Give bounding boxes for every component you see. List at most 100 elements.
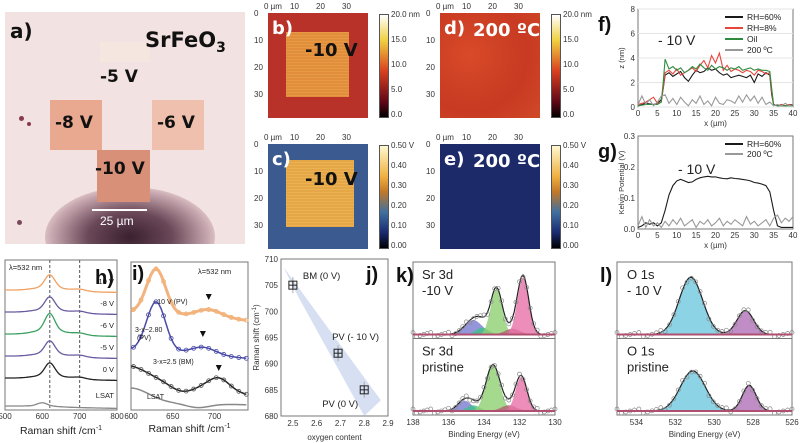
xps-data-point [675, 387, 681, 393]
x-axis-label: x (µm) [704, 119, 727, 128]
data-point [146, 278, 151, 283]
colorbar-tick-label: 0.0 [563, 110, 575, 119]
panel-b-topography-map [268, 13, 368, 118]
data-point [198, 307, 204, 313]
colorbar-tick-label: 5.0 [563, 85, 575, 94]
xps-data-point [510, 315, 515, 321]
xps-data-point [689, 275, 694, 281]
colorbar-tick-label: 0.20 [563, 201, 579, 210]
series-line-Oil [637, 58, 793, 107]
data-point [131, 344, 136, 350]
x-tick-label: 2.5 [287, 419, 299, 428]
label-minus8v: -8 V [55, 113, 93, 133]
series-label: LSAT [147, 394, 165, 401]
x-tick-label: 138 [406, 418, 420, 427]
x-tick-label: 2.9 [382, 419, 394, 428]
colorbar-tick-label: 0.30 [391, 181, 407, 190]
xps-data-point [697, 289, 703, 294]
series-label: -5 V [100, 343, 114, 352]
x-tick-label: 5 [655, 231, 660, 240]
annotation: - 10 V [658, 32, 696, 48]
label-minus10v: -10 V [95, 159, 145, 179]
colorbar-tick-label: 15.0 [563, 35, 579, 44]
x-tick-label: 25 [730, 109, 739, 118]
xps-data-point [474, 398, 480, 404]
panel-c-label: c) [272, 149, 291, 170]
xps-data-point [680, 285, 685, 291]
xps-data-point [456, 400, 462, 406]
xps-data-point [750, 387, 755, 393]
y-tick-label: 6 [631, 30, 636, 39]
xps-data-point [741, 307, 747, 313]
y-tick-label: 710 [265, 255, 279, 264]
xps-data-point [702, 380, 707, 386]
xps-data-point [520, 274, 526, 280]
data-point [131, 307, 136, 312]
data-point [221, 377, 227, 383]
map-x-tick-label: 20 [316, 133, 325, 142]
xps-data-point [719, 329, 725, 334]
data-point [161, 279, 166, 284]
legend-label: RH=8% [747, 23, 777, 33]
data-point [191, 345, 197, 351]
scale-bar-label: 25 µm [100, 214, 134, 228]
subplot-label: pristine [422, 360, 464, 375]
data-point [206, 378, 212, 384]
colorbar-kelvin-c [379, 145, 389, 249]
xps-data-point [702, 301, 707, 306]
y-tick-label: 690 [265, 360, 279, 369]
xps-data-point [510, 392, 515, 398]
xps-data-point [456, 328, 462, 333]
subplot-label: - 10 V [627, 283, 662, 298]
colorbar-tick-label: 0.40 [563, 161, 579, 170]
series-line-LSAT [5, 402, 117, 410]
x-tick-label: 700 [208, 412, 222, 421]
data-point [236, 388, 242, 394]
map-y-tick-label: 10 [254, 36, 263, 45]
series-line--6 V [5, 312, 117, 338]
xps-component-purple [617, 385, 792, 411]
map-y-tick-label: 10 [254, 167, 263, 176]
y-tick-label: 685 [265, 386, 279, 395]
defect-dot [19, 116, 24, 121]
xps-data-point [684, 279, 690, 285]
data-point [206, 345, 212, 351]
series-line-LSAT [130, 387, 247, 409]
map-x-tick-label: 30 [342, 2, 351, 11]
legend-label: Oil [747, 34, 758, 44]
data-point [161, 313, 166, 319]
y-axis-label: Kelvin Potential (V) [617, 150, 626, 214]
map-y-tick-label: 0 [254, 140, 259, 149]
x-tick-label: 130 [548, 418, 562, 427]
xps-data-point [506, 397, 512, 403]
subplot-label: -10 V [422, 283, 453, 298]
x-axis-label: Binding Energy (eV) [448, 430, 520, 439]
data-point [198, 344, 204, 350]
x-tick-label: 15 [692, 109, 701, 118]
xps-data-point [463, 393, 469, 399]
subplot-label: O 1s [627, 267, 655, 282]
x-tick-label: 30 [750, 231, 759, 240]
chart-j: BM (0 V) PV (- 10 V) PV (0 V) 2.5 2.6 2.7 2.8 2… [252, 255, 394, 442]
xps-data-point [527, 398, 533, 404]
xps-component-cyan [617, 370, 792, 411]
data-point [131, 364, 136, 369]
panel-c-kelvin-map [268, 144, 368, 249]
data-point [168, 384, 174, 389]
square-minus10v [97, 150, 150, 202]
y-tick-label: 700 [265, 307, 279, 316]
xps-data-point [520, 376, 526, 382]
y-tick-label: 695 [265, 334, 279, 343]
x-tick-label: 132 [513, 418, 527, 427]
xps-data-point [662, 329, 668, 334]
xps-data-point [485, 312, 490, 317]
xps-data-point [531, 321, 537, 327]
data-point [146, 370, 151, 376]
label-minus6v: -6 V [157, 113, 195, 133]
xps-component-purple [617, 310, 792, 335]
series-label: 0 V [103, 365, 114, 374]
xps-data-point [460, 396, 466, 401]
y-tick-label: 0.1 [624, 194, 636, 203]
map-y-tick-label: 30 [254, 221, 263, 230]
